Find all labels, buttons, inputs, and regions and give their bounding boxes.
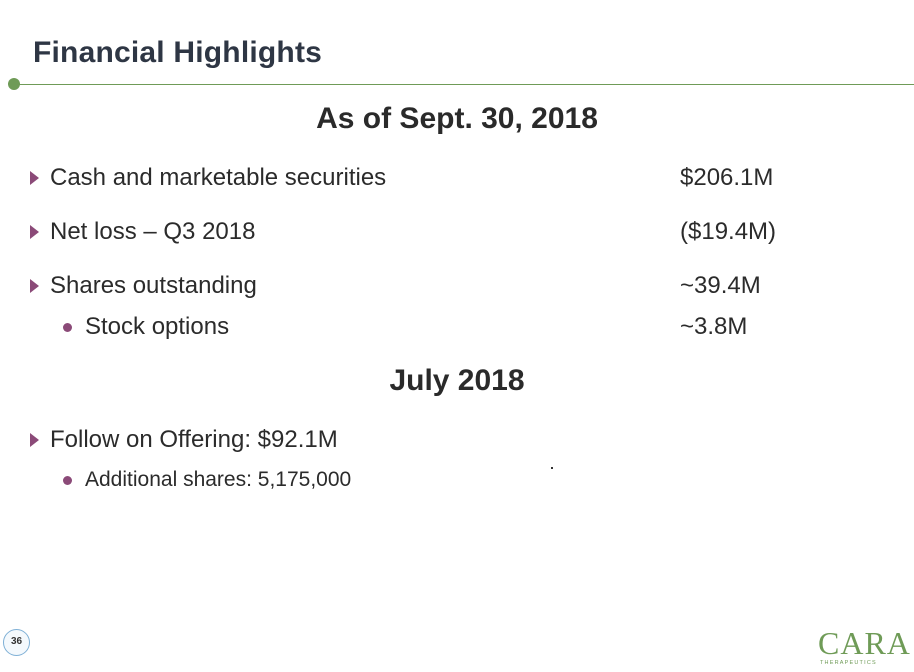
item-label: Cash and marketable securities	[50, 164, 387, 191]
sub-item-additional-shares: Additional shares: 5,175,000	[63, 466, 893, 494]
logo-wordmark: CARA	[818, 625, 910, 661]
section-heading-july: July 2018	[389, 364, 525, 397]
sub-item-stock-options: Stock options ~3.8M	[63, 313, 893, 341]
item-value: ($19.4M)	[680, 218, 777, 245]
slide-title: Financial Highlights	[33, 36, 323, 69]
list-item-cash: Cash and marketable securities $206.1M	[30, 163, 890, 193]
dot-icon	[63, 476, 72, 485]
item-value: $206.1M	[680, 164, 774, 191]
triangle-right-icon	[30, 433, 39, 447]
item-label: Net loss – Q3 2018	[50, 218, 256, 245]
stray-dot	[551, 467, 553, 469]
triangle-right-icon	[30, 225, 39, 239]
triangle-right-icon	[30, 279, 39, 293]
title-rule	[14, 84, 914, 85]
page-number-badge: 36	[3, 629, 30, 656]
list-item-net-loss: Net loss – Q3 2018 ($19.4M)	[30, 217, 890, 247]
logo-subtext: THERAPEUTICS	[820, 660, 877, 666]
cara-logo: CARA THERAPEUTICS	[818, 625, 910, 666]
item-value: ~39.4M	[680, 272, 761, 299]
sub-item-value: ~3.8M	[680, 313, 748, 340]
list-item-shares-outstanding: Shares outstanding ~39.4M	[30, 271, 890, 301]
section-heading-as-of: As of Sept. 30, 2018	[316, 102, 598, 135]
triangle-right-icon	[30, 171, 39, 185]
list-item-follow-on-offering: Follow on Offering: $92.1M	[30, 425, 890, 455]
sub-item-label: Stock options	[85, 313, 230, 340]
sub-item-label: Additional shares: 5,175,000	[85, 468, 352, 491]
item-label: Shares outstanding	[50, 272, 257, 299]
dot-icon	[63, 323, 72, 332]
item-label: Follow on Offering: $92.1M	[50, 426, 338, 453]
